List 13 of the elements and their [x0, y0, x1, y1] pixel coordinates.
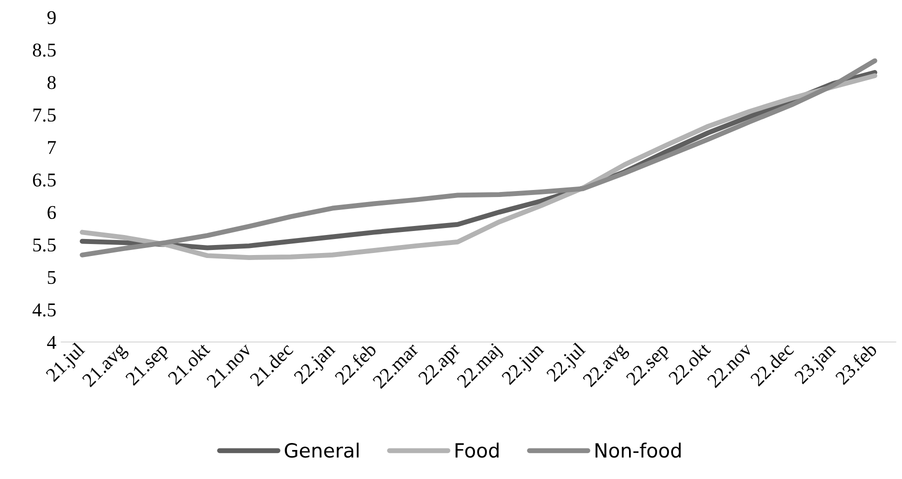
y-tick-label: 7	[48, 141, 56, 154]
y-tick-label: 7.5	[33, 108, 56, 122]
y-tick-label: 6	[48, 206, 56, 220]
legend-label: Food	[456, 442, 499, 458]
y-tick-label: 9	[47, 11, 56, 24]
y-tick-label: 8.5	[32, 44, 56, 57]
y-tick-label: 5	[48, 271, 56, 284]
y-tick-label: 8	[47, 76, 56, 90]
y-tick-label: 6.5	[33, 173, 56, 187]
legend-label: Non-food	[596, 442, 681, 458]
y-tick-label: 4.5	[32, 303, 56, 317]
legend-label: General	[284, 442, 359, 458]
y-tick-label: 5.5	[33, 238, 56, 252]
